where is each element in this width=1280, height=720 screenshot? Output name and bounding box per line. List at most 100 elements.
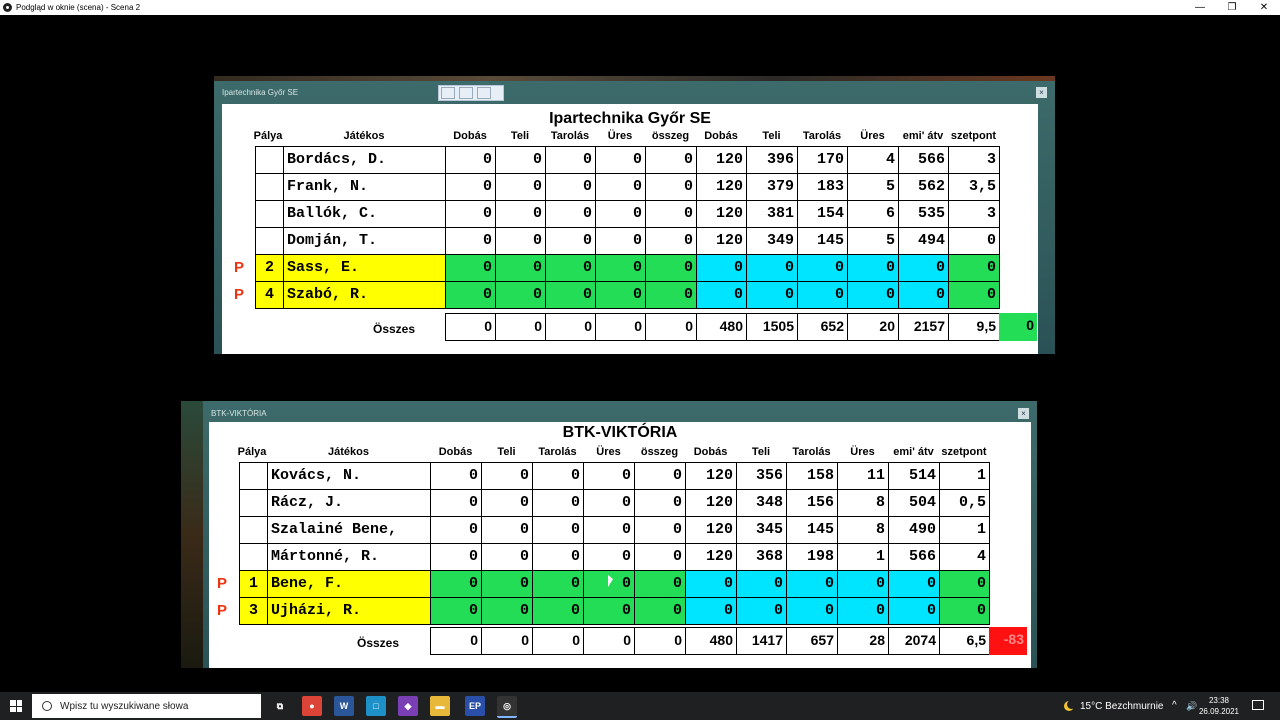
score-cell: 0 [495, 254, 546, 282]
score-cell: 0 [939, 597, 990, 625]
board-close-button[interactable]: × [1018, 408, 1029, 419]
score-cell: 0 [545, 200, 596, 228]
score-cell: 0 [595, 254, 646, 282]
column-header: Dobás [704, 130, 738, 142]
mouse-cursor [608, 575, 613, 587]
score-cell: 0 [634, 462, 686, 490]
score-cell: 514 [888, 462, 940, 490]
file-explorer-icon[interactable]: ▬ [430, 696, 450, 716]
player-name: Mártonné, R. [267, 543, 431, 571]
score-cell: 0 [888, 597, 940, 625]
clock[interactable]: 23:38 26.09.2021 [1195, 695, 1243, 717]
tray-overflow-icon[interactable]: ^ [1172, 700, 1177, 711]
score-cell: 0 [583, 516, 635, 544]
score-cell: 0 [445, 227, 496, 255]
total-cell: 6,5 [939, 627, 990, 655]
word-icon[interactable]: W [334, 696, 354, 716]
task-view-icon[interactable]: ⧉ [276, 700, 284, 711]
player-name: Szalainé Bene, [267, 516, 431, 544]
score-cell: 4 [847, 146, 899, 174]
score-cell: 8 [837, 516, 889, 544]
total-cell: 0 [645, 313, 697, 341]
player-name: Szabó, R. [283, 281, 446, 309]
clock-time: 23:38 [1208, 696, 1230, 705]
score-cell: 396 [746, 146, 798, 174]
total-cell: 0 [430, 627, 482, 655]
score-cell: 1 [939, 516, 990, 544]
maximize-button[interactable]: ❐ [1227, 2, 1237, 13]
link-icon[interactable] [477, 87, 491, 99]
total-cell: 652 [797, 313, 848, 341]
close-button[interactable]: ✕ [1259, 2, 1269, 13]
score-cell: 3 [948, 200, 1000, 228]
total-cell: 0 [545, 313, 596, 341]
chevron-down-icon[interactable] [459, 87, 473, 99]
score-cell: 0 [595, 146, 646, 174]
total-cell: 2157 [898, 313, 949, 341]
score-cell: 120 [685, 489, 737, 517]
score-cell: 3 [948, 146, 1000, 174]
score-cell: 0 [495, 146, 546, 174]
total-cell: 20 [847, 313, 899, 341]
clock-date: 26.09.2021 [1198, 707, 1240, 716]
visual-studio-icon[interactable]: ◆ [398, 696, 418, 716]
board-close-button[interactable]: × [1036, 87, 1047, 98]
score-cell: 379 [746, 173, 798, 201]
score-cell: 0 [481, 543, 533, 571]
score-cell: 145 [786, 516, 838, 544]
team-name: Ipartechnika Győr SE [549, 110, 711, 127]
search-input[interactable] [60, 700, 250, 712]
substitution-marker: P [217, 602, 228, 619]
host-titlebar: Podgląd w oknie (scena) - Scena 2 — ❐ ✕ [0, 0, 1280, 15]
score-cell: 0 [481, 462, 533, 490]
lane-cell: 1 [239, 570, 268, 598]
start-button[interactable] [0, 692, 32, 720]
weather-text: 15°C Bezchmurnie [1080, 700, 1164, 712]
score-cell: 120 [696, 200, 747, 228]
taskbar: ⧉●W□◆▬EP◎ 15°C Bezchmurnie ^ ⊡ 🔊 23:38 2… [0, 692, 1280, 720]
score-cell: 0 [595, 173, 646, 201]
player-name: Ujházi, R. [267, 597, 431, 625]
total-cell: 0 [445, 313, 496, 341]
score-cell: 0 [495, 173, 546, 201]
lane-cell: 4 [255, 281, 284, 309]
score-cell: 0 [495, 227, 546, 255]
score-cell: 0 [532, 462, 584, 490]
taskbar-search[interactable] [32, 694, 261, 718]
score-cell: 120 [696, 146, 747, 174]
score-cell: 0 [645, 200, 697, 228]
score-cell: 0 [532, 543, 584, 571]
score-cell: 0 [445, 173, 496, 201]
grid-icon[interactable] [441, 87, 455, 99]
score-cell: 120 [696, 227, 747, 255]
app-blue-icon[interactable]: □ [366, 696, 386, 716]
score-cell: 0 [545, 227, 596, 255]
score-cell: 0 [786, 570, 838, 598]
score-cell: 4 [939, 543, 990, 571]
score-cell: 494 [898, 227, 949, 255]
weather-widget[interactable]: 15°C Bezchmurnie [1064, 692, 1163, 720]
score-cell: 0 [583, 489, 635, 517]
score-cell: 535 [898, 200, 949, 228]
windows-icon [10, 700, 22, 712]
difference-cell: -83 [989, 627, 1027, 655]
chrome-icon[interactable]: ● [302, 696, 322, 716]
score-cell: 0 [445, 254, 496, 282]
score-cell: 120 [685, 462, 737, 490]
total-cell: 0 [495, 313, 546, 341]
score-cell: 0 [532, 489, 584, 517]
app-ep-icon[interactable]: EP [465, 696, 485, 716]
score-cell: 0 [948, 227, 1000, 255]
volume-icon[interactable]: 🔊 [1186, 701, 1198, 711]
column-header: Teli [510, 130, 530, 142]
player-name: Frank, N. [283, 173, 446, 201]
lane-cell [239, 489, 268, 517]
window-title: Podgląd w oknie (scena) - Scena 2 [16, 3, 141, 12]
score-cell: 504 [888, 489, 940, 517]
minimize-button[interactable]: — [1195, 2, 1205, 13]
obs-icon[interactable]: ◎ [497, 696, 517, 718]
score-cell: 0 [797, 254, 848, 282]
score-cell: 0 [634, 570, 686, 598]
total-cell: 480 [685, 627, 737, 655]
notification-icon[interactable] [1252, 700, 1264, 710]
